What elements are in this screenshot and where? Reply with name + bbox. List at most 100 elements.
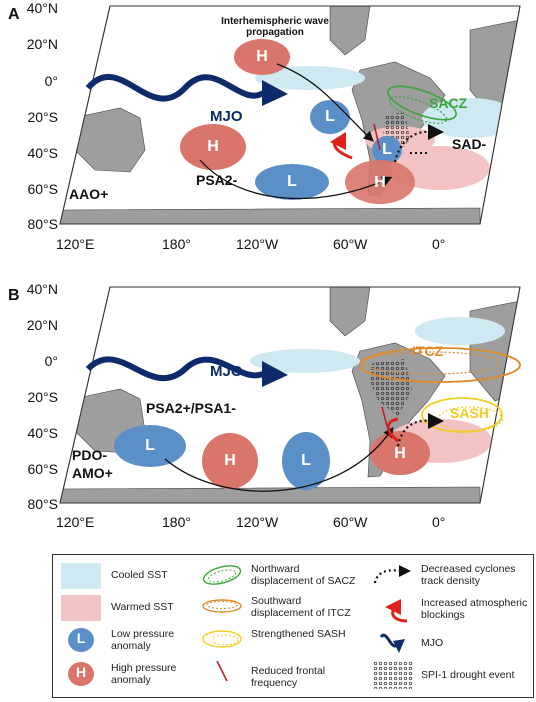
mjo-arrowhead [262, 361, 288, 387]
psa-label: PSA2+/PSA1- [146, 400, 236, 416]
spi-drought-swatch [373, 661, 413, 689]
lat-label-60s: 60°S [27, 181, 58, 197]
sash-label: SASH [450, 405, 489, 421]
itcz-label: ITCZ [412, 343, 444, 359]
legend-spi: SPI-1 drought event [421, 669, 515, 681]
frontal-line [381, 406, 391, 438]
lon-label-120e: 120°E [56, 514, 95, 530]
wave-note: Interhemispheric wave propagation [221, 16, 329, 38]
lat-label-20s: 20°S [27, 389, 58, 405]
lon-label-120w: 120°W [236, 236, 279, 252]
amo-label: AMO+ [72, 465, 113, 481]
lat-label-80s: 80°S [27, 216, 58, 232]
map-b [59, 286, 521, 504]
lon-label-0: 0° [432, 514, 446, 530]
lat-label-40s: 40°S [27, 145, 58, 161]
high-mark: H [207, 138, 219, 155]
low-west-pacific [114, 425, 186, 467]
cyclone-arrowhead [428, 124, 444, 140]
high-central-pacific [202, 433, 258, 489]
low-mark: L [76, 630, 86, 646]
wave-path-north [276, 63, 374, 142]
cyclone-track [393, 130, 433, 163]
asia-land [60, 300, 101, 344]
low-mark: L [287, 173, 297, 190]
lat-label-20n: 20°N [26, 317, 58, 333]
lat-label-0: 0° [44, 353, 58, 369]
antarctica-land [60, 486, 481, 503]
legend-sash: Strengthened SASH [251, 628, 346, 640]
sacz-ellipse-solid [387, 85, 457, 121]
low-south-atlantic [372, 136, 402, 164]
lon-label-60w: 60°W [333, 236, 368, 252]
legend-itcz: Southward displacement of ITCZ [251, 595, 351, 619]
asia-land [60, 19, 101, 63]
mjo-wave [85, 356, 267, 382]
itcz-symbol-icon [202, 599, 242, 613]
mjo-label: MJO [210, 363, 243, 380]
mjo-label: MJO [210, 108, 243, 125]
psa-label: PSA2- [196, 172, 238, 188]
frontal-symbol-icon [216, 660, 228, 682]
low-south-pacific [255, 164, 329, 200]
panel-a: A 40°N 20°N 0° 20°S 40°S 60°S 80°S [0, 0, 536, 262]
lon-label-120e: 120°E [56, 236, 95, 252]
lon-label-180: 180° [162, 236, 191, 252]
lat-label-40n: 40°N [26, 0, 58, 16]
legend-cyclones: Decreased cyclones track density [421, 563, 516, 587]
legend-blockings: Increased atmospheric blockings [421, 597, 528, 621]
cyclone-arrowhead [428, 413, 444, 429]
itcz-ellipse-solid [359, 347, 521, 383]
high-south-america [370, 431, 430, 475]
sad-label: SAD- [452, 136, 487, 152]
high-mark: H [394, 445, 406, 462]
cooled-sst-equator [255, 66, 365, 90]
warmed-sst-south-atlantic [390, 146, 490, 190]
low-east-pacific [282, 432, 330, 490]
warmed-sst-swatch [61, 595, 101, 621]
australia-land [72, 107, 146, 173]
lon-label-60w: 60°W [333, 514, 368, 530]
lon-label-180: 180° [162, 514, 191, 530]
panel-a-letter: A [8, 6, 20, 23]
panel-b: B 40°N 20°N 0° 20°S 40°S 60°S 80°S [0, 281, 536, 541]
lat-label-20n: 20°N [26, 36, 58, 52]
lat-label-60s: 60°S [27, 461, 58, 477]
lon-label-120w: 120°W [236, 514, 279, 530]
pdo-label: PDO- [72, 447, 107, 463]
lon-label-0: 0° [432, 236, 446, 252]
legend: Cooled SST Warmed SST L Low pressure ano… [52, 554, 534, 698]
wave-path-south [199, 159, 393, 200]
lat-label-40n: 40°N [26, 281, 58, 297]
north-america-land [329, 287, 371, 337]
high-mark: H [75, 664, 87, 680]
sash-ellipse-solid [421, 397, 503, 433]
mjo-symbol-icon [379, 633, 405, 653]
high-south-pacific [180, 124, 246, 170]
lat-label-80s: 80°S [27, 496, 58, 512]
legend-sacz: Northward displacement of SACZ [251, 563, 356, 587]
frontal-line [373, 123, 381, 151]
lat-label-40s: 40°S [27, 425, 58, 441]
cooled-sst-equator [250, 349, 360, 373]
mjo-arrowhead [262, 80, 288, 106]
low-mark: L [145, 437, 155, 454]
mjo-wave [85, 73, 267, 102]
legend-warmed-sst: Warmed SST [111, 601, 174, 613]
high-mark: H [374, 174, 386, 191]
lat-label-0: 0° [44, 73, 58, 89]
legend-cooled-sst: Cooled SST [111, 569, 168, 581]
cyclone-symbol-icon [373, 565, 411, 584]
low-mark: L [382, 141, 392, 158]
cooled-sst-swatch [61, 563, 101, 589]
aao-label: AAO+ [69, 186, 109, 202]
sash-symbol-icon [202, 630, 242, 648]
legend-mjo: MJO [421, 637, 444, 649]
high-north-pacific [234, 39, 290, 75]
blocking-arrow [386, 417, 399, 443]
map-a [59, 5, 521, 225]
legend-high-pressure: High pressure anomaly [111, 662, 177, 686]
low-pressure-swatch [68, 628, 94, 652]
cooled-sst-north-atlantic [415, 317, 505, 345]
wave-path [164, 426, 394, 492]
